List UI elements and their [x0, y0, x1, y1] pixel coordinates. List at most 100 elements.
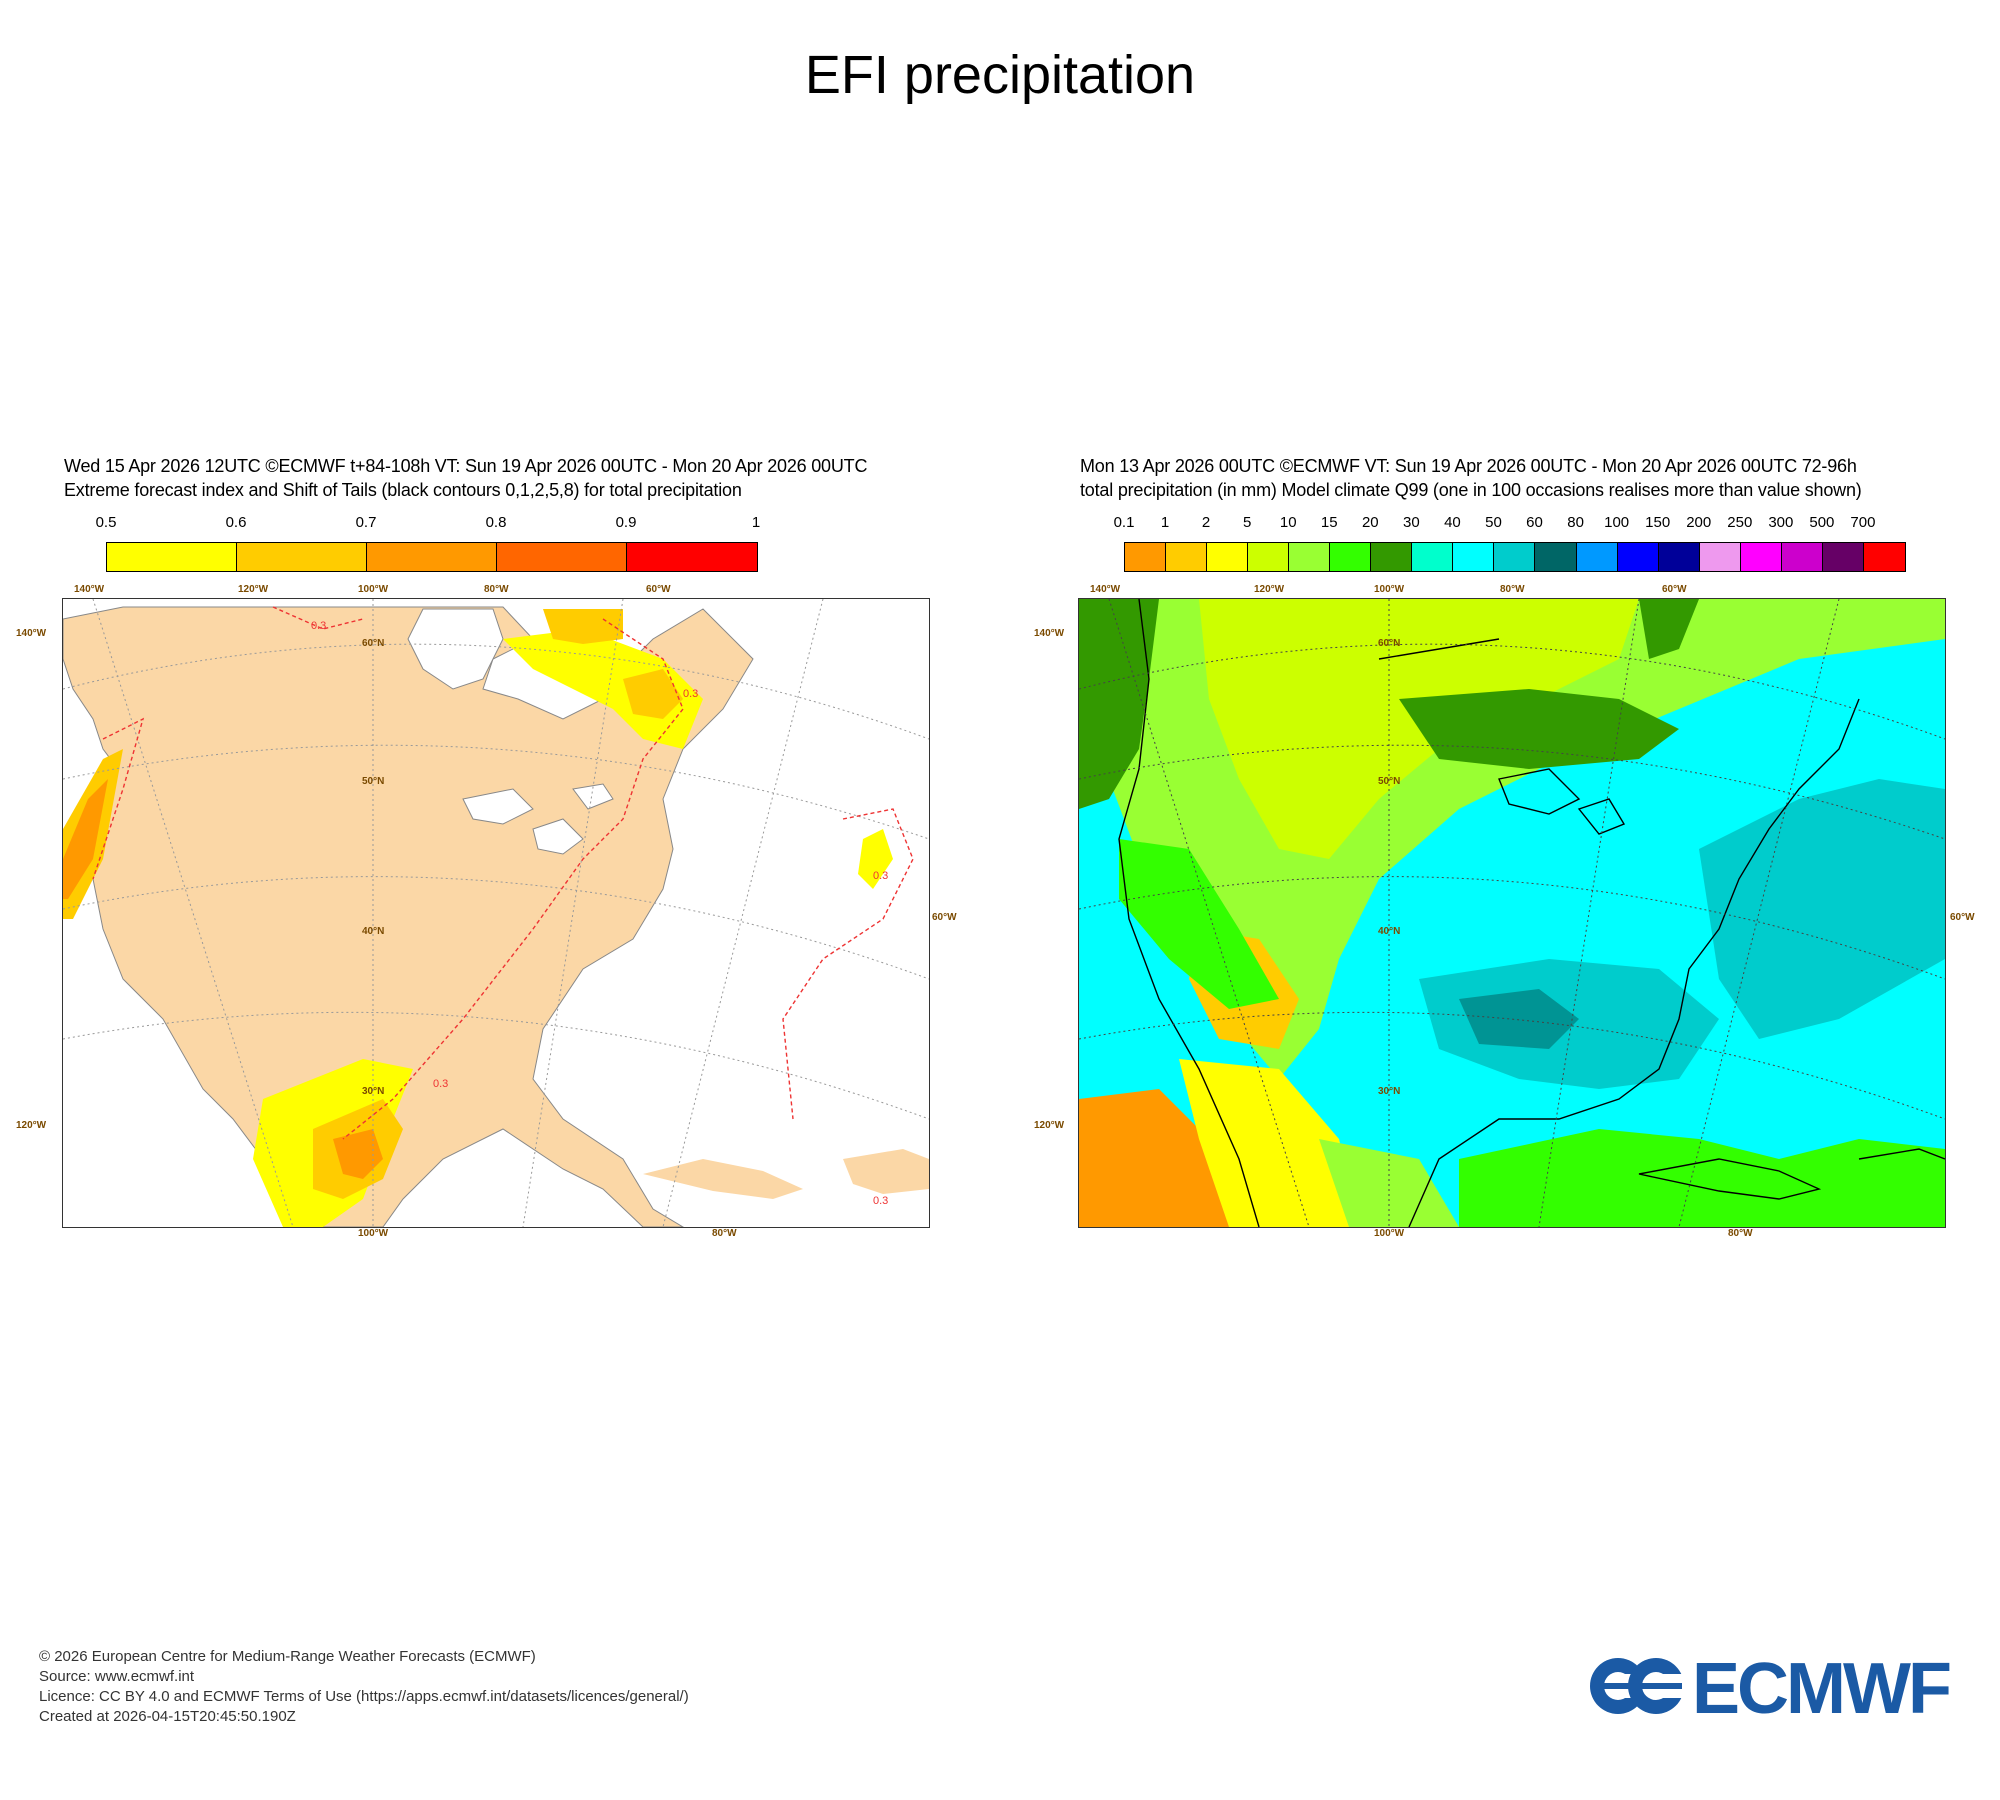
side-lon-label: 140°W — [16, 628, 47, 639]
q99-darkgreen-east — [1639, 599, 1699, 659]
colorbar-label: 15 — [1320, 514, 1338, 531]
side-lon-label: 120°W — [16, 1120, 47, 1131]
colorbar-box — [1576, 543, 1618, 571]
q99-green-west-central — [1119, 839, 1279, 1009]
efi-orange-quebec — [623, 669, 683, 719]
lon-label: 100°W — [358, 1228, 389, 1239]
efi-header-line1: Wed 15 Apr 2026 12UTC ©ECMWF t+84-108h V… — [64, 456, 868, 476]
colorbar-label: 10 — [1279, 514, 1297, 531]
efi-map-svg: 0.3 0.3 0.3 0.3 0.3 — [63, 599, 929, 1227]
great-lakes — [462, 783, 614, 855]
land-cuba — [643, 1159, 803, 1199]
colorbar-label: 100 — [1604, 514, 1630, 531]
colorbar-box — [1494, 543, 1536, 571]
colorbar-label: 1 — [751, 514, 761, 531]
efi-colorbar-boxes — [106, 542, 758, 572]
lat-label: 40°N — [1378, 926, 1401, 937]
q99-map-svg — [1079, 599, 1945, 1227]
colorbar-box — [1822, 543, 1864, 571]
efi-orange-pacific — [63, 779, 108, 899]
ecmwf-logo-icon — [1590, 1658, 1688, 1714]
side-lon-label: 60°W — [1950, 912, 1975, 923]
colorbar-label: 0.9 — [615, 514, 637, 531]
colorbar-box — [1371, 543, 1413, 571]
colorbar-label: 300 — [1768, 514, 1794, 531]
colorbar-label: 150 — [1645, 514, 1671, 531]
lon-label: 100°W — [1374, 1228, 1405, 1239]
colorbar-label: 50 — [1485, 514, 1502, 531]
efi-yellow-atlantic — [858, 829, 893, 889]
lat-label: 40°N — [362, 926, 385, 937]
colorbar-label: 0.5 — [95, 514, 117, 531]
contour-label-5: 0.3 — [873, 1195, 888, 1207]
efi-orange-northeast — [543, 609, 623, 644]
lat-label: 50°N — [362, 776, 385, 787]
efi-panel: Wed 15 Apr 2026 12UTC ©ECMWF t+84-108h V… — [16, 456, 982, 1256]
q99-colorbar-boxes — [1124, 542, 1906, 572]
colorbar-box — [237, 543, 367, 571]
lon-label: 60°W — [1662, 584, 1687, 595]
efi-darkorange-mexico — [333, 1129, 383, 1179]
colorbar-box — [1207, 543, 1249, 571]
colorbar-box — [627, 543, 757, 571]
q99-header-line1: Mon 13 Apr 2026 00UTC ©ECMWF VT: Sun 19 … — [1080, 456, 1857, 476]
contour-label-4: 0.3 — [311, 620, 326, 632]
colorbar-label: 0.6 — [225, 514, 247, 531]
colorbar-box — [1330, 543, 1372, 571]
efi-map[interactable]: 0.3 0.3 0.3 0.3 0.3 — [62, 598, 930, 1228]
colorbar-label: 40 — [1444, 514, 1461, 531]
q99-darkgreen-hudson — [1399, 689, 1679, 769]
lon-label: 120°W — [1254, 584, 1285, 595]
colorbar-box — [1535, 543, 1577, 571]
lon-label: 80°W — [712, 1228, 737, 1239]
q99-colorbar-labels: 0.1 1 2 5 10 15 20 30 40 50 60 80 100 150 200 250 300 500… — [1114, 514, 1904, 532]
created-text: Created at 2026-04-15T20:45:50.190Z — [39, 1708, 296, 1725]
colorbar-box — [1863, 543, 1905, 571]
colorbar-label: 1 — [1160, 514, 1170, 531]
lon-label: 80°W — [1500, 584, 1525, 595]
source-text: Source: www.ecmwf.int — [39, 1668, 195, 1685]
colorbar-box — [1166, 543, 1208, 571]
colorbar-label: 30 — [1403, 514, 1420, 531]
colorbar-label: 0.8 — [485, 514, 507, 531]
q99-panel: Mon 13 Apr 2026 00UTC ©ECMWF VT: Sun 19 … — [1034, 456, 1998, 1256]
colorbar-label: 500 — [1809, 514, 1835, 531]
lat-label: 30°N — [362, 1086, 385, 1097]
ecmwf-logo-text: ECMWF — [1692, 1649, 1952, 1729]
q99-green-mexico — [1319, 1139, 1459, 1227]
colorbar-box — [497, 543, 627, 571]
q99-yellow-southwest — [1179, 1059, 1359, 1227]
lon-label: 100°W — [1374, 584, 1405, 595]
colorbar-label: 5 — [1242, 514, 1252, 531]
efi-colorbar-labels: 0.5 0.6 0.7 0.8 0.9 1 — [96, 514, 761, 532]
contour-label-1: 0.3 — [683, 688, 698, 700]
side-lon-label: 140°W — [1034, 628, 1065, 639]
colorbar-box — [1781, 543, 1823, 571]
lat-label: 30°N — [1378, 1086, 1401, 1097]
colorbar-box — [1248, 543, 1290, 571]
colorbar-box — [1412, 543, 1454, 571]
licence-text: Licence: CC BY 4.0 and ECMWF Terms of Us… — [39, 1688, 689, 1705]
colorbar-box — [1125, 543, 1167, 571]
colorbar-label: 700 — [1850, 514, 1876, 531]
q99-darkgreen-coast — [1079, 599, 1159, 809]
q99-darkteal-central — [1459, 989, 1579, 1049]
footer: © 2026 European Centre for Medium-Range … — [39, 1647, 689, 1727]
side-lon-label: 120°W — [1034, 1120, 1065, 1131]
page-title: EFI precipitation — [804, 45, 1196, 105]
graticule — [63, 599, 929, 1227]
land-hispaniola — [843, 1149, 929, 1194]
lon-label: 100°W — [358, 584, 389, 595]
q99-coastlines — [1118, 599, 1945, 1227]
colorbar-box — [367, 543, 497, 571]
colorbar-box — [1453, 543, 1495, 571]
colorbar-label: 2 — [1201, 514, 1211, 531]
colorbar-label: 80 — [1567, 514, 1584, 531]
colorbar-label: 200 — [1686, 514, 1712, 531]
q99-map[interactable] — [1078, 598, 1946, 1228]
efi-colorbar: 0.5 0.6 0.7 0.8 0.9 1 — [96, 514, 761, 572]
colorbar-label: 0.1 — [1113, 514, 1135, 531]
lon-label: 60°W — [646, 584, 671, 595]
q99-graticule — [1079, 599, 1945, 1227]
ecmwf-logo: ECMWF — [1588, 1649, 1966, 1729]
